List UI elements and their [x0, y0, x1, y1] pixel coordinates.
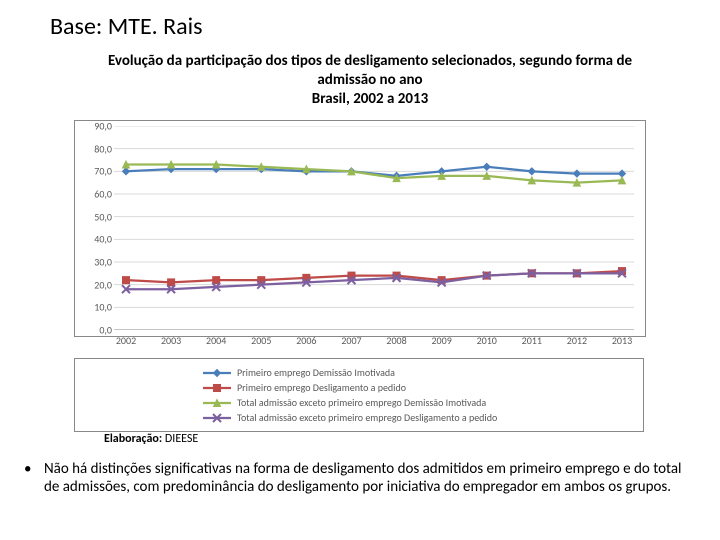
- chart-title-line: Evolução da participação dos tipos de de…: [108, 52, 632, 70]
- legend-swatch: [203, 382, 231, 394]
- legend-label: Primeiro emprego Demissão Imotivada: [237, 366, 395, 379]
- bullet-marker: •: [24, 460, 31, 478]
- bullet-item: • Não há distinções significativas na fo…: [24, 460, 692, 497]
- legend-item: Primeiro emprego Desligamento a pedido: [83, 380, 635, 395]
- x-tick-label: 2013: [612, 334, 632, 347]
- x-tick-label: 2006: [296, 334, 316, 347]
- source-label: Elaboração: DIEESE: [104, 432, 198, 446]
- x-axis-labels: 2002 2003 2004 2005 2006 2007 2008 2009 2010 2011…: [114, 334, 634, 348]
- x-tick-label: 2010: [477, 334, 497, 347]
- legend-item: Primeiro emprego Demissão Imotivada: [83, 365, 635, 380]
- y-tick-label: 30,0: [94, 256, 112, 269]
- y-tick-label: 10,0: [94, 301, 112, 314]
- x-tick-label: 2002: [116, 334, 136, 347]
- chart-legend: Primeiro emprego Demissão Imotivada Prime…: [74, 358, 644, 432]
- x-tick-label: 2005: [251, 334, 271, 347]
- y-tick-label: 20,0: [94, 278, 112, 291]
- bullet-text: Não há distinções significativas na form…: [44, 460, 692, 497]
- x-tick-label: 2007: [341, 334, 361, 347]
- y-tick-label: 50,0: [94, 210, 112, 223]
- x-tick-label: 2012: [567, 334, 587, 347]
- slide: Base: MTE. Rais Evolução da participação…: [0, 0, 720, 540]
- y-tick-label: 90,0: [94, 120, 112, 133]
- x-tick-label: 2004: [206, 334, 226, 347]
- y-tick-label: 70,0: [94, 165, 112, 178]
- legend-label: Total admissão exceto primeiro emprego D…: [237, 411, 497, 424]
- chart-plot: [114, 126, 634, 330]
- x-tick-label: 2009: [431, 334, 451, 347]
- legend-swatch: [203, 412, 231, 424]
- y-tick-label: 60,0: [94, 188, 112, 201]
- y-tick-label: 80,0: [94, 142, 112, 155]
- base-title: Base: MTE. Rais: [50, 12, 203, 41]
- x-tick-label: 2011: [522, 334, 542, 347]
- chart-title: Evolução da participação dos tipos de de…: [60, 52, 680, 108]
- x-tick-label: 2003: [161, 334, 181, 347]
- legend-swatch: [203, 397, 231, 409]
- legend-item: Total admissão exceto primeiro emprego D…: [83, 395, 635, 410]
- legend-label: Total admissão exceto primeiro emprego D…: [237, 396, 486, 409]
- y-tick-label: 0,0: [99, 324, 112, 337]
- legend-swatch: [203, 367, 231, 379]
- chart-title-line: admissão no ano: [317, 71, 422, 89]
- y-tick-label: 40,0: [94, 233, 112, 246]
- x-tick-label: 2008: [386, 334, 406, 347]
- legend-item: Total admissão exceto primeiro emprego D…: [83, 410, 635, 425]
- y-axis-labels: 0,010,020,030,040,050,060,070,080,090,0: [78, 120, 112, 330]
- source-label-value: DIEESE: [165, 432, 198, 446]
- chart-title-line: Brasil, 2002 a 2013: [312, 90, 428, 108]
- legend-label: Primeiro emprego Desligamento a pedido: [237, 381, 406, 394]
- source-label-prefix: Elaboração:: [104, 432, 162, 446]
